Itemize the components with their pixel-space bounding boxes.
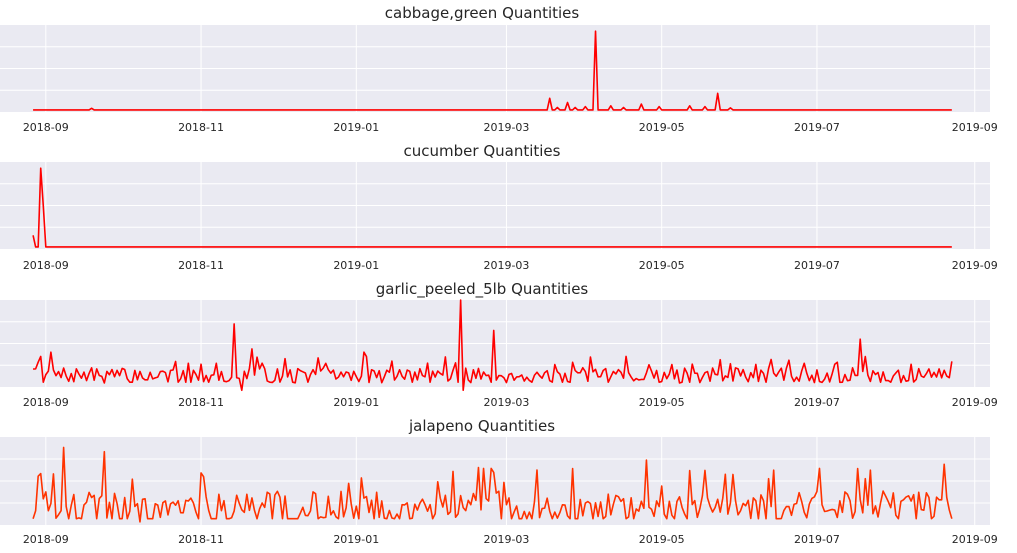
x-tick-label: 2019-05 [639,533,685,546]
series-line [32,167,952,248]
chart-title: cucumber Quantities [404,142,561,160]
x-tick-label: 2019-03 [483,533,529,546]
x-tick-label: 2019-07 [794,396,840,409]
x-tick-label: 2019-09 [952,533,998,546]
series-line [33,299,953,392]
x-tick-label: 2019-03 [483,259,529,272]
chart-2: 2018-09 2018-11 2019-01 2019-03 2019-05 2019-… [0,142,998,272]
x-tick-label: 2019-01 [333,396,379,409]
x-tick-label: 2018-09 [23,533,69,546]
x-tick-label: 2019-05 [639,259,685,272]
chart-1: 2018-09 2018-11 2019-01 2019-03 2019-05 2019-… [0,4,998,134]
x-tick-label: 2018-11 [178,121,224,134]
x-tick-label: 2018-11 [178,396,224,409]
x-tick-label: 2018-09 [23,259,69,272]
series-line [32,446,953,523]
x-tick-label: 2019-07 [794,533,840,546]
x-tick-label: 2019-09 [952,121,998,134]
x-tick-label: 2019-03 [483,121,529,134]
chart-4: 2018-09 2018-11 2019-01 2019-03 2019-05 2019-… [0,417,998,546]
chart-3: 2018-09 2018-11 2019-01 2019-03 2019-05 2019-… [0,280,998,409]
x-tick-label: 2019-01 [333,121,379,134]
series-line [33,30,952,111]
x-tick-label: 2019-05 [639,396,685,409]
chart-title: cabbage,green Quantities [385,4,580,22]
x-tick-label: 2019-03 [483,396,529,409]
x-tick-label: 2019-07 [794,121,840,134]
x-tick-label: 2019-01 [333,533,379,546]
chart-title: jalapeno Quantities [408,417,555,435]
chart-title: garlic_peeled_5lb Quantities [376,280,589,299]
x-tick-label: 2019-09 [952,259,998,272]
x-tick-label: 2019-05 [639,121,685,134]
x-tick-label: 2018-11 [178,533,224,546]
x-tick-label: 2019-09 [952,396,998,409]
x-tick-label: 2019-01 [333,259,379,272]
x-tick-label: 2018-09 [23,121,69,134]
x-tick-label: 2018-09 [23,396,69,409]
x-tick-label: 2018-11 [178,259,224,272]
x-tick-label: 2019-07 [794,259,840,272]
